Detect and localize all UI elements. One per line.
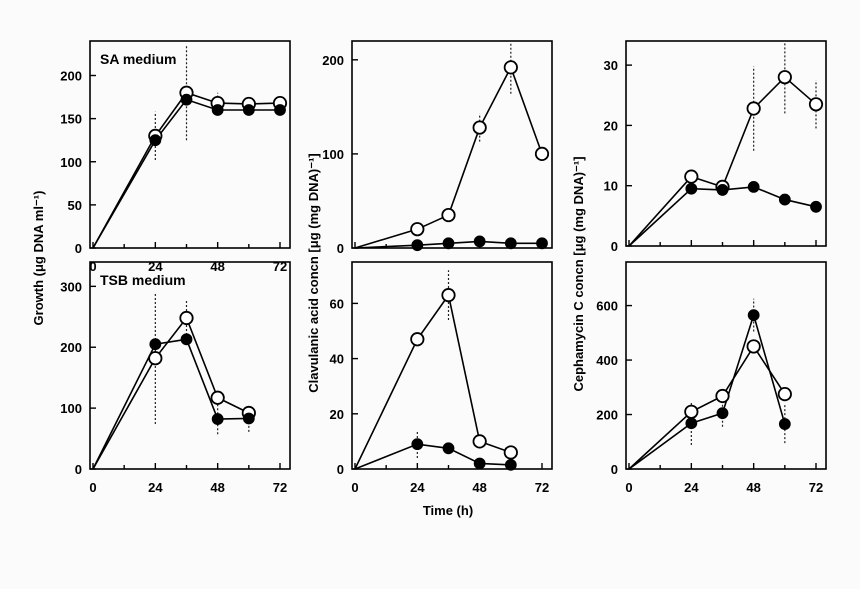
tsb-cephamycin-y-tick-label: 0: [611, 462, 618, 477]
tsb-growth-open-point: [211, 392, 223, 404]
sa-growth-y-tick-label: 100: [60, 155, 82, 170]
sa-cephamycin-y-tick-label: 0: [611, 239, 618, 254]
y-axis-title-growth: Growth (μg DNA ml⁻¹): [31, 191, 46, 326]
y-axis-title-clavulanic: Clavulanic acid concn [μg (mg DNA)⁻¹]: [306, 153, 321, 392]
tsb-growth-title: TSB medium: [100, 272, 186, 288]
tsb-growth-filled-point: [150, 339, 160, 349]
tsb-clavulanic-y-tick-label: 0: [337, 462, 344, 477]
sa-clavulanic-filled-point: [444, 238, 454, 248]
tsb-growth-x-tick-label: 0: [89, 480, 96, 495]
tsb-cephamycin-open-point: [716, 390, 728, 402]
sa-clavulanic-open-point: [505, 61, 517, 73]
sa-cephamycin-y-tick-label: 10: [604, 179, 618, 194]
figure: 0501001502000 24 48 72SA medium010020001020…: [0, 0, 860, 589]
tsb-growth-filled-point: [213, 414, 223, 424]
sa-cephamycin-y-tick-label: 30: [604, 58, 618, 73]
sa-clavulanic-filled-point: [537, 238, 547, 248]
tsb-clavulanic-filled-point: [475, 458, 485, 468]
sa-growth-filled-point: [244, 105, 254, 115]
tsb-cephamycin-open-point: [779, 388, 791, 400]
sa-clavulanic-y-tick-label: 200: [322, 53, 344, 68]
tsb-growth-x-tick-label: 48: [210, 480, 224, 495]
tsb-clavulanic-y-tick-label: 40: [330, 352, 344, 367]
sa-clavulanic-y-tick-label: 100: [322, 147, 344, 162]
tsb-cephamycin-y-tick-label: 400: [596, 353, 618, 368]
sa-cephamycin-filled-point: [811, 202, 821, 212]
tsb-cephamycin-open-point: [685, 406, 697, 418]
tsb-cephamycin-open-point: [747, 340, 759, 352]
tsb-cephamycin-filled-point: [686, 418, 696, 428]
sa-clavulanic-open-point: [442, 209, 454, 221]
sa-growth-filled-point: [275, 105, 285, 115]
tsb-growth-x-tick-label: 24: [148, 480, 163, 495]
tsb-growth-open-point: [149, 352, 161, 364]
sa-cephamycin-filled-point: [718, 185, 728, 195]
tsb-growth-open-point: [180, 312, 192, 324]
sa-clavulanic-open-point: [411, 223, 423, 235]
tsb-growth-y-tick-label: 100: [60, 401, 82, 416]
sa-growth-y-tick-label: 200: [60, 69, 82, 84]
sa-growth-y-tick-label: 50: [68, 198, 82, 213]
tsb-cephamycin-y-tick-label: 600: [596, 299, 618, 314]
tsb-clavulanic-open-point: [505, 446, 517, 458]
sa-cephamycin-open-point: [779, 71, 791, 83]
sa-cephamycin-open-point: [747, 102, 759, 114]
tsb-clavulanic-filled-point: [506, 460, 516, 470]
tsb-clavulanic-open-point: [473, 435, 485, 447]
tsb-cephamycin-y-tick-label: 200: [596, 408, 618, 423]
tsb-cephamycin-x-tick-label: 72: [809, 480, 823, 495]
sa-growth-y-tick-label: 150: [60, 112, 82, 127]
tsb-clavulanic-x-tick-label: 0: [351, 480, 358, 495]
tsb-clavulanic-y-tick-label: 60: [330, 296, 344, 311]
sa-growth-filled-point: [213, 105, 223, 115]
tsb-clavulanic-open-point: [442, 289, 454, 301]
tsb-growth-y-tick-label: 300: [60, 279, 82, 294]
tsb-cephamycin-x-tick-label: 24: [684, 480, 699, 495]
tsb-clavulanic-filled-point: [412, 439, 422, 449]
sa-clavulanic-open-point: [473, 121, 485, 133]
sa-clavulanic-y-tick-label: 0: [337, 241, 344, 256]
sa-clavulanic-open-point: [536, 148, 548, 160]
y-axis-title-cephamycin: Cephamycin C concn [μg (mg DNA)⁻¹]: [571, 156, 586, 391]
sa-clavulanic-filled-point: [475, 236, 485, 246]
sa-growth-y-tick-label: 0: [75, 241, 82, 256]
x-axis-title-time: Time (h): [423, 503, 473, 518]
sa-cephamycin-open-point: [685, 170, 697, 182]
tsb-growth-filled-point: [244, 413, 254, 423]
sa-cephamycin-filled-point: [749, 182, 759, 192]
tsb-cephamycin-x-tick-label: 0: [625, 480, 632, 495]
tsb-growth-y-tick-label: 0: [75, 462, 82, 477]
tsb-cephamycin-x-tick-label: 48: [746, 480, 760, 495]
sa-clavulanic-filled-point: [412, 240, 422, 250]
tsb-cephamycin-filled-point: [718, 408, 728, 418]
tsb-growth-filled-point: [182, 334, 192, 344]
sa-cephamycin-y-tick-label: 20: [604, 118, 618, 133]
tsb-cephamycin-filled-point: [749, 310, 759, 320]
sa-clavulanic-filled-point: [506, 238, 516, 248]
tsb-clavulanic-x-tick-label: 48: [472, 480, 486, 495]
tsb-cephamycin-filled-point: [780, 419, 790, 429]
sa-growth-filled-point: [182, 95, 192, 105]
tsb-clavulanic-open-point: [411, 333, 423, 345]
sa-growth-filled-point: [150, 135, 160, 145]
tsb-growth-x-tick-label: 72: [273, 480, 287, 495]
tsb-growth-y-tick-label: 200: [60, 340, 82, 355]
sa-cephamycin-filled-point: [780, 195, 790, 205]
tsb-clavulanic-filled-point: [444, 443, 454, 453]
sa-cephamycin-open-point: [810, 98, 822, 110]
tsb-clavulanic-x-tick-label: 72: [535, 480, 549, 495]
tsb-clavulanic-x-tick-label: 24: [410, 480, 425, 495]
sa-cephamycin-filled-point: [686, 184, 696, 194]
figure-background: [0, 0, 860, 589]
tsb-clavulanic-y-tick-label: 20: [330, 407, 344, 422]
sa-growth-title: SA medium: [100, 51, 177, 67]
